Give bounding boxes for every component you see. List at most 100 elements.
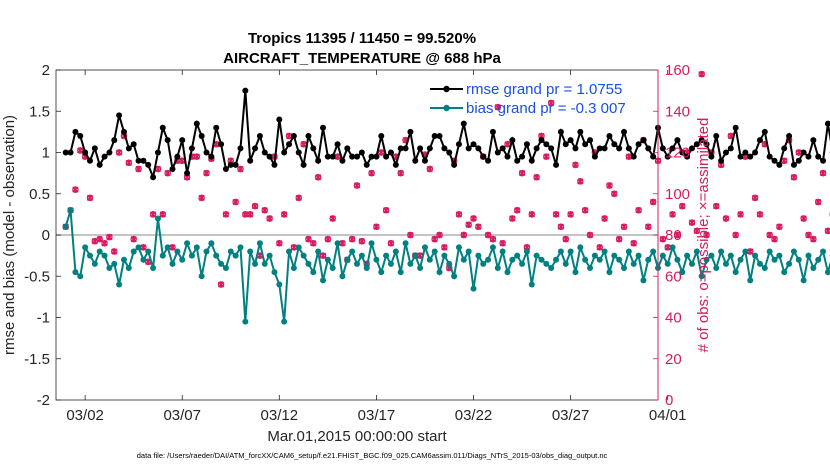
obs-assimilated-marker <box>795 149 802 156</box>
series-point-bias <box>86 252 93 259</box>
series-point-rmse <box>290 133 297 139</box>
obs-assimilated-marker <box>805 231 812 239</box>
series-point-rmse <box>625 145 632 152</box>
series-point-rmse <box>781 145 788 152</box>
obs-assimilated-marker <box>781 157 788 164</box>
obs-assimilated-marker <box>771 235 778 243</box>
series-point-bias <box>693 248 700 255</box>
series-point-rmse <box>300 161 307 168</box>
series-point-rmse <box>310 145 317 152</box>
series-point-rmse <box>252 145 259 152</box>
y-left-tick-label: -1.5 <box>24 351 50 368</box>
series-point-bias <box>193 244 200 251</box>
obs-assimilated-marker <box>620 223 628 230</box>
obs-assimilated-marker <box>266 215 273 222</box>
obs-assimilated-marker <box>281 211 288 218</box>
series-point-bias <box>674 256 681 263</box>
series-point-bias <box>596 256 603 263</box>
series-point-bias <box>159 252 166 259</box>
obs-assimilated-marker <box>86 194 94 202</box>
series-point-rmse <box>174 153 181 160</box>
series-point-bias <box>101 252 108 259</box>
obs-assimilated-marker <box>698 70 705 78</box>
obs-assimilated-marker <box>441 244 448 251</box>
series-point-bias <box>713 265 720 271</box>
series-point-bias <box>77 273 84 280</box>
series-point-bias <box>402 240 409 247</box>
series-point-rmse <box>771 157 778 164</box>
obs-assimilated-marker <box>115 149 123 156</box>
y-right-tick-label: 100 <box>665 186 690 203</box>
series-point-bias <box>261 260 268 267</box>
series-point-rmse <box>334 141 341 148</box>
obs-assimilated-marker <box>679 202 686 210</box>
obs-assimilated-marker <box>577 178 584 185</box>
series-point-rmse <box>465 145 472 152</box>
series-point-rmse <box>426 145 433 152</box>
series-point-rmse <box>747 153 754 160</box>
series-point-bias <box>358 252 365 259</box>
series-point-bias <box>771 256 778 263</box>
series-point-bias <box>756 260 763 267</box>
obs-assimilated-marker <box>499 240 506 247</box>
legend-rmse-marker <box>443 85 450 93</box>
series-point-rmse <box>77 133 84 139</box>
series-point-rmse <box>397 145 404 152</box>
series-point-rmse <box>208 153 215 160</box>
y-axis-right: 0 20 40 60 80 100 120 140 160 <box>653 62 690 409</box>
series-point-bias <box>334 240 341 247</box>
x-tick-label: 03/17 <box>358 407 396 424</box>
series-point-rmse <box>232 161 239 168</box>
series-point-rmse <box>320 124 327 131</box>
series-point-bias <box>460 256 467 263</box>
series-point-rmse <box>538 137 545 144</box>
series-point-bias <box>169 260 176 267</box>
series-point-rmse <box>533 145 540 152</box>
series-point-rmse <box>373 153 380 160</box>
y-axis-right-label: # of obs: o=possible; ×=assimilated <box>695 118 712 353</box>
obs-assimilated-marker <box>329 215 336 222</box>
series-point-rmse <box>470 141 477 148</box>
series-point-bias <box>174 248 181 255</box>
series-point-bias <box>446 260 453 267</box>
series-point-bias <box>179 256 186 263</box>
series-point-rmse <box>616 145 623 152</box>
series-point-bias <box>387 260 394 267</box>
series-point-bias <box>441 252 448 259</box>
obs-assimilated-marker <box>159 211 166 218</box>
series-point-bias <box>412 252 419 259</box>
series-point-bias <box>761 265 768 271</box>
series-point-bias <box>150 265 157 271</box>
obs-assimilated-marker <box>649 198 657 206</box>
obs-assimilated-marker <box>251 202 259 210</box>
series-point-bias <box>688 260 695 267</box>
obs-assimilated-marker <box>339 240 346 247</box>
series-point-rmse <box>349 153 356 160</box>
series-point-rmse <box>800 149 807 156</box>
series-point-bias <box>625 248 632 255</box>
series-point-rmse <box>499 145 506 152</box>
series-point-bias <box>514 252 521 259</box>
obs-assimilated-marker <box>198 194 205 202</box>
obs-assimilated-marker <box>824 227 830 235</box>
series-point-rmse <box>582 141 589 148</box>
x-tick-label: 03/07 <box>163 407 201 424</box>
obs-assimilated-marker <box>368 169 375 177</box>
series-point-rmse <box>485 157 492 164</box>
series-point-bias <box>591 252 598 259</box>
series-point-rmse <box>154 149 161 156</box>
series-group <box>62 87 830 325</box>
series-point-bias <box>708 252 715 259</box>
series-point-bias <box>397 269 404 276</box>
series-point-bias <box>533 252 540 259</box>
series-point-bias <box>455 244 462 251</box>
series-point-bias <box>363 265 370 271</box>
x-tick-label: 03/22 <box>455 407 493 424</box>
obs-assimilated-marker <box>693 227 701 235</box>
legend-bias-label: bias grand pr = -0.3 007 <box>466 100 626 117</box>
series-point-rmse <box>86 157 93 164</box>
series-point-rmse <box>227 161 234 168</box>
series-point-bias <box>752 252 759 259</box>
series-point-bias <box>645 256 652 263</box>
